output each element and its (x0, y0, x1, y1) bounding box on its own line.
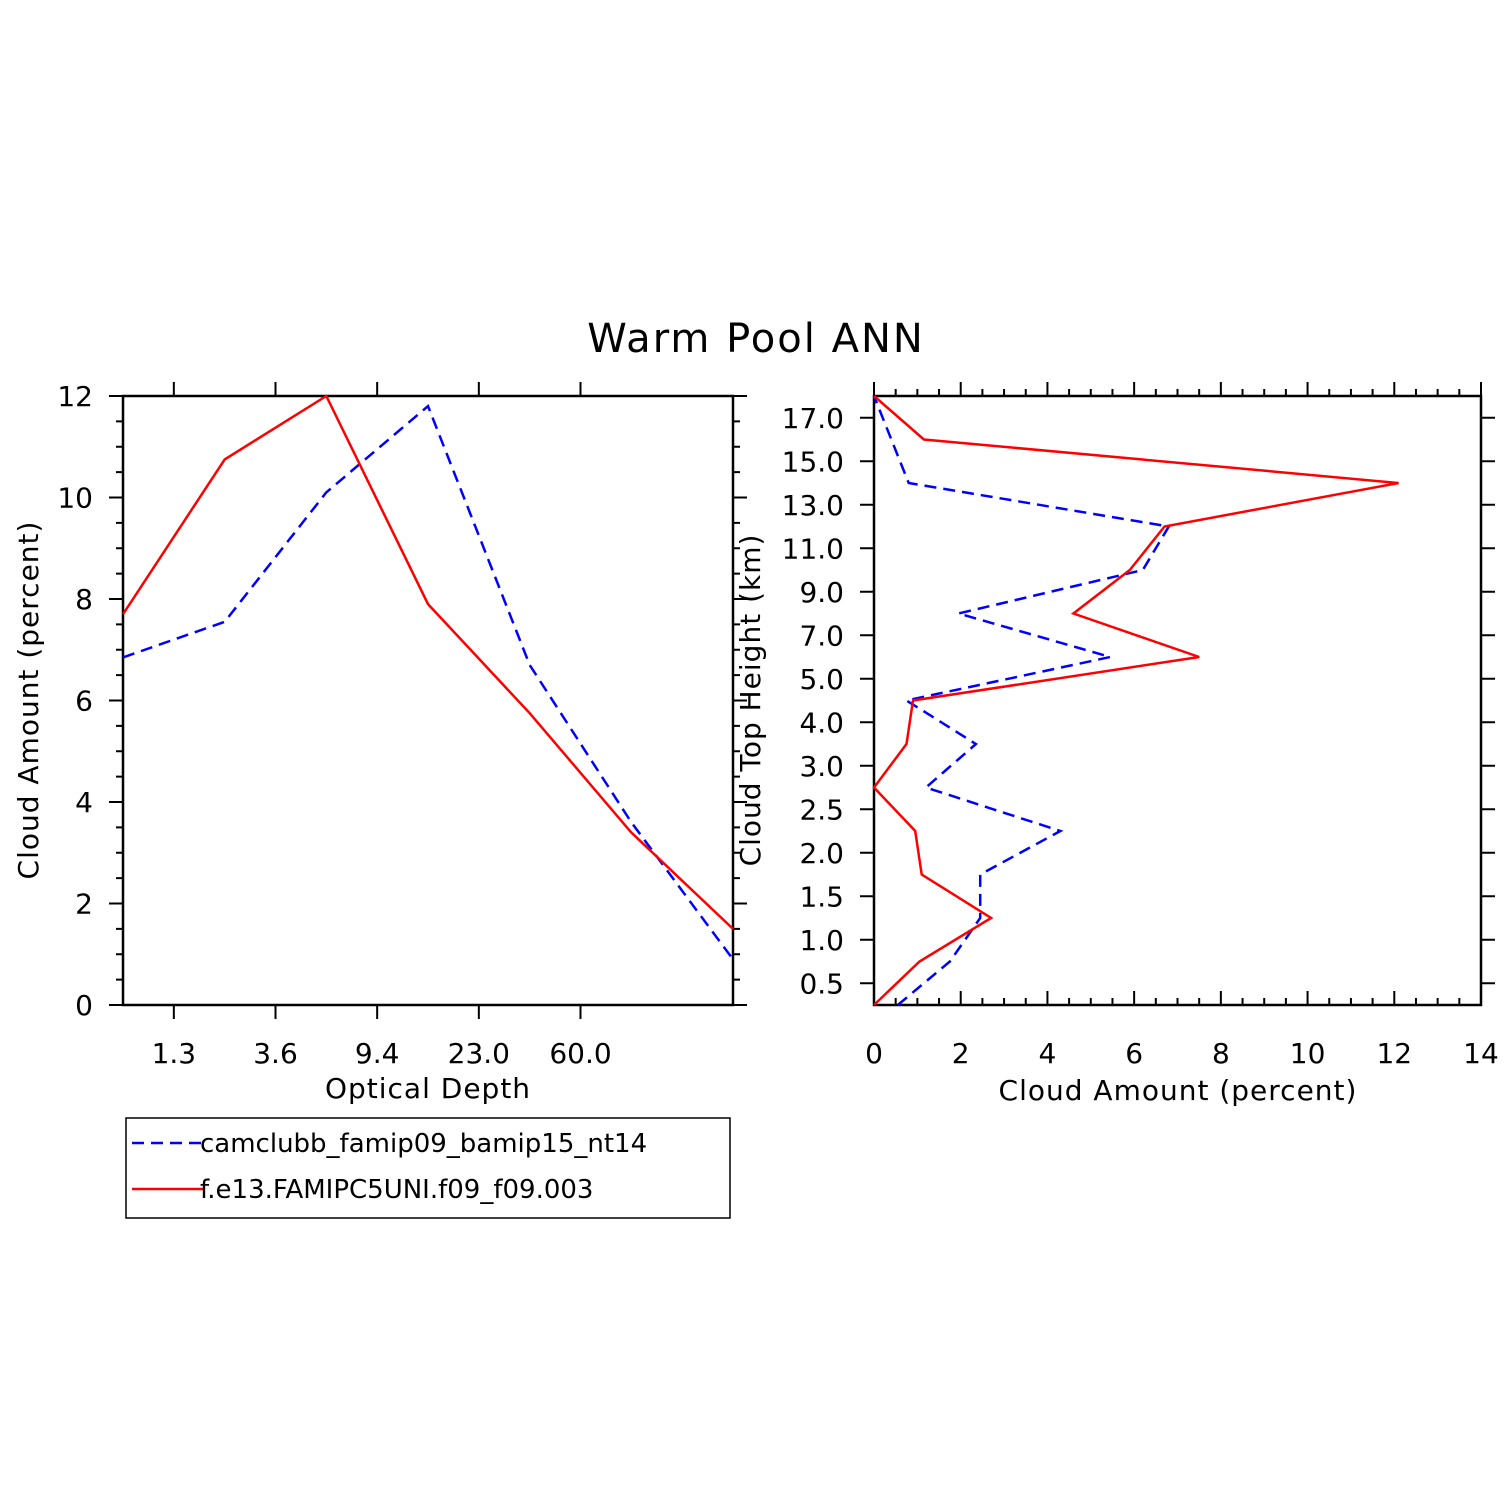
legend-label-0: camclubb_famip09_bamip15_nt14 (200, 1129, 647, 1159)
left-y-tick-label: 6 (75, 685, 93, 718)
left-plot-frame (121, 394, 735, 1007)
right-series-line-1 (872, 395, 1399, 1006)
right-y-tick-label: 17.0 (782, 402, 844, 435)
right-x-tick-label: 12 (1376, 1037, 1412, 1070)
legend: camclubb_famip09_bamip15_nt14 f.e13.FAMI… (125, 1117, 731, 1219)
left-y-tick-label: 0 (75, 989, 93, 1022)
optical-depth-panel: 0 2 4 6 8 10 12 1.3 3.6 9.4 23.0 60.0 Optical Depth… (12, 380, 747, 1105)
right-x-tick-label: 6 (1125, 1037, 1143, 1070)
left-xlabel: Optical Depth (325, 1072, 531, 1105)
right-x-tick-label: 10 (1290, 1037, 1326, 1070)
right-y-tick-label: 5.0 (799, 663, 844, 696)
left-y-tick-label: 2 (75, 888, 93, 921)
right-x-tick-label: 0 (865, 1037, 883, 1070)
left-x-tick-label: 9.4 (355, 1037, 400, 1070)
right-ticks: 0 2 4 6 8 10 12 14 0.5 1.0 1.5 2.0 2.5 3.0 4.0 5.0 7.0 9.… (782, 382, 1499, 1070)
right-y-tick-label: 13.0 (782, 489, 844, 522)
right-y-tick-label: 9.0 (799, 576, 844, 609)
right-y-tick-label: 2.5 (799, 793, 844, 826)
right-series (872, 395, 1399, 1006)
left-series (121, 394, 735, 961)
right-y-tick-label: 15.0 (782, 445, 844, 478)
right-xlabel: Cloud Amount (percent) (999, 1074, 1358, 1107)
right-y-tick-label: 4.0 (799, 706, 844, 739)
legend-box (125, 1117, 731, 1219)
right-y-tick-label: 1.5 (799, 880, 844, 913)
chart-title: Warm Pool ANN (587, 316, 925, 362)
right-y-tick-label: 2.0 (799, 837, 844, 870)
right-x-tick-label: 2 (952, 1037, 970, 1070)
left-y-tick-label: 8 (75, 583, 93, 616)
cloud-top-height-panel: 0 2 4 6 8 10 12 14 0.5 1.0 1.5 2.0 2.5 3.0 4.0 5.0 7.0 9.… (734, 382, 1499, 1107)
left-series-line-0 (122, 404, 735, 961)
right-y-tick-label: 7.0 (799, 619, 844, 652)
left-y-tick-label: 4 (75, 786, 93, 819)
left-series-line-1 (121, 394, 734, 930)
right-series-line-0 (872, 395, 1171, 1006)
left-x-tick-label: 1.3 (152, 1037, 197, 1070)
left-ticks: 0 2 4 6 8 10 12 1.3 3.6 9.4 23.0 60.0 (57, 380, 747, 1070)
left-x-tick-label: 23.0 (448, 1037, 510, 1070)
right-y-tick-label: 3.0 (799, 750, 844, 783)
right-plot-frame (872, 394, 1483, 1007)
right-ylabel: Cloud Top Height (km) (734, 534, 767, 867)
left-ylabel: Cloud Amount (percent) (12, 521, 45, 880)
left-x-tick-label: 60.0 (549, 1037, 611, 1070)
right-x-tick-label: 14 (1463, 1037, 1499, 1070)
right-x-tick-label: 4 (1039, 1037, 1057, 1070)
right-x-tick-label: 8 (1212, 1037, 1230, 1070)
legend-label-1: f.e13.FAMIPC5UNI.f09_f09.003 (200, 1175, 593, 1205)
right-y-tick-label: 1.0 (799, 924, 844, 957)
right-y-tick-label: 0.5 (799, 967, 844, 1000)
right-y-tick-label: 11.0 (782, 532, 844, 565)
left-y-tick-label: 12 (57, 380, 93, 413)
left-x-tick-label: 3.6 (253, 1037, 298, 1070)
left-y-tick-label: 10 (57, 482, 93, 515)
